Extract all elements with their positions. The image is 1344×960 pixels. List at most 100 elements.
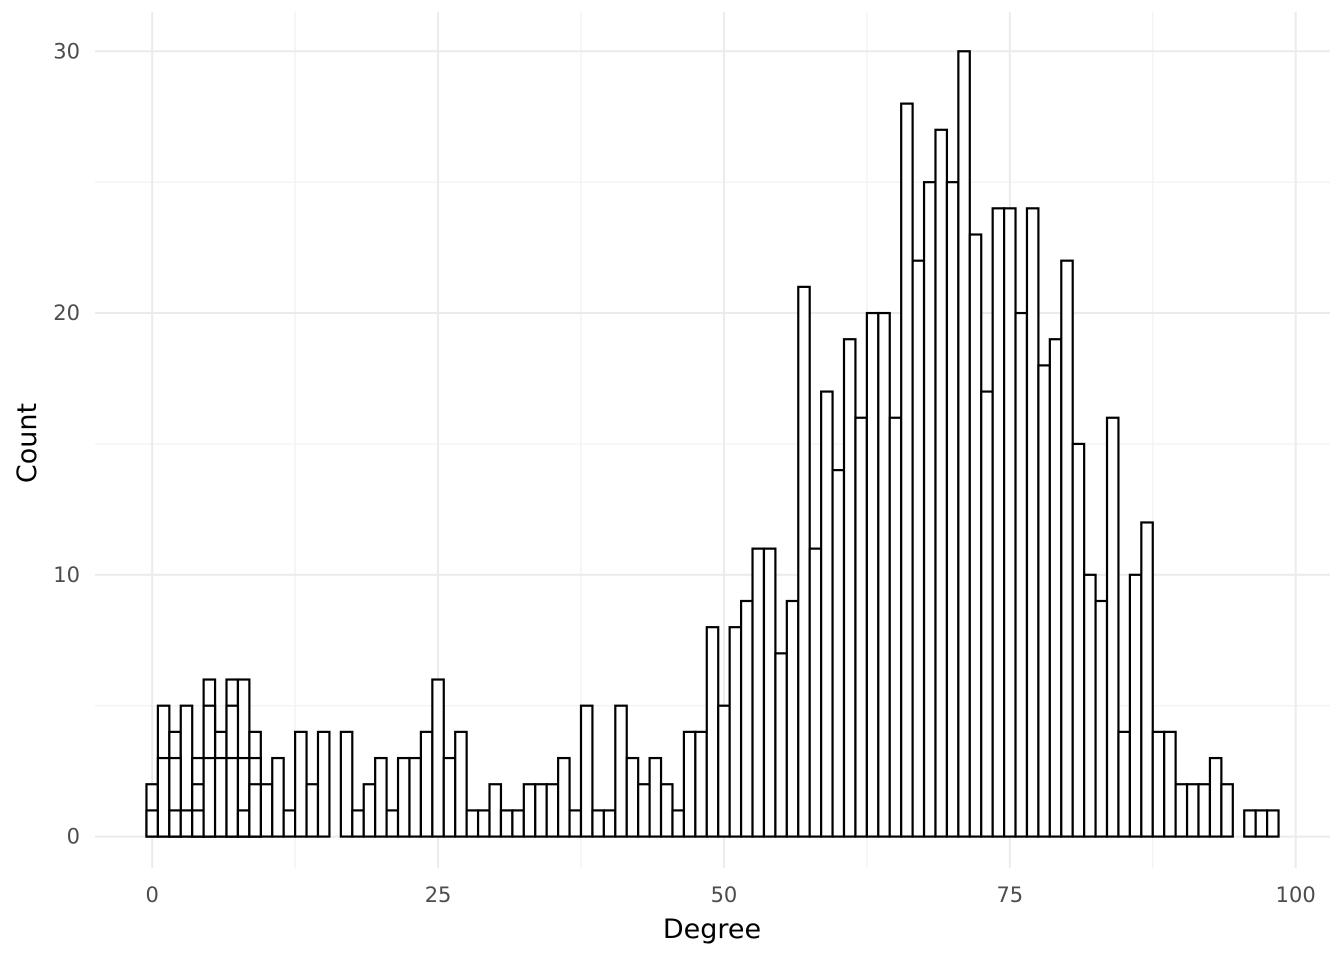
x-axis-title: Degree	[663, 914, 761, 945]
histogram-bar	[774, 652, 788, 838]
histogram-bar	[579, 704, 594, 838]
x-tick-label: 75	[996, 883, 1023, 907]
histogram-bar	[476, 809, 491, 838]
histogram-layer-2	[145, 704, 262, 838]
histogram-bar	[705, 626, 720, 838]
histogram-bar	[682, 730, 697, 838]
histogram-bar	[1185, 783, 1200, 838]
histogram-bar	[1025, 207, 1040, 838]
histogram-bar	[156, 756, 171, 838]
histogram-bar	[1105, 416, 1120, 838]
histogram-bar	[1174, 783, 1189, 838]
histogram-bar	[728, 626, 743, 838]
histogram-bar	[1243, 809, 1257, 838]
histogram-bar	[820, 390, 834, 838]
histogram-bar	[1208, 756, 1223, 838]
y-tick-label: 30	[53, 39, 80, 63]
histogram-bar	[980, 390, 994, 838]
histogram-bar	[1151, 730, 1166, 838]
histogram-bar	[968, 233, 983, 838]
x-tick-label: 0	[145, 883, 158, 907]
histogram-bar	[854, 416, 868, 838]
histogram-bar	[900, 102, 914, 838]
histogram-bar	[1254, 809, 1269, 838]
histogram-bar	[785, 599, 800, 838]
histogram-bar	[1037, 364, 1051, 838]
histogram-bar	[625, 756, 640, 838]
histogram-bar	[694, 730, 708, 838]
y-axis-tick-labels: 0 10 20 30	[53, 39, 80, 848]
histogram-bar	[316, 730, 331, 838]
histogram-bar	[545, 783, 560, 838]
histogram-bar	[225, 756, 240, 838]
histogram-bar	[739, 599, 754, 838]
histogram-bar	[339, 730, 354, 838]
x-tick-label: 25	[425, 883, 452, 907]
histogram-bar	[511, 809, 525, 838]
histogram-bar	[454, 730, 468, 838]
histogram-bar	[522, 783, 537, 838]
histogram-bar	[534, 783, 548, 838]
histogram-bar	[888, 416, 903, 838]
histogram-bar	[1266, 809, 1280, 838]
histogram-bar	[374, 756, 388, 838]
y-tick-label: 20	[53, 301, 80, 325]
histogram-bar	[991, 207, 1006, 838]
histogram-bar	[396, 756, 411, 838]
histogram-bar	[957, 50, 971, 838]
histogram-bar	[1060, 259, 1074, 838]
histogram-bar	[1220, 783, 1234, 838]
histogram-bar	[637, 783, 651, 838]
histogram-bar	[271, 756, 285, 838]
y-tick-label: 0	[67, 825, 80, 849]
histogram-bar	[179, 809, 194, 838]
histogram-bar	[717, 704, 731, 838]
histogram-bar	[614, 704, 628, 838]
histogram-bar	[808, 547, 823, 838]
histogram-bar	[1117, 730, 1131, 838]
histogram-bar	[648, 756, 663, 838]
histogram-bar	[305, 783, 320, 838]
histogram-bar	[236, 809, 251, 838]
histogram-bar	[362, 783, 377, 838]
x-tick-label: 50	[711, 883, 738, 907]
histogram-bar	[1163, 730, 1177, 838]
histogram-bar	[945, 181, 960, 838]
histogram-bar	[213, 756, 228, 838]
histogram-bar	[671, 809, 686, 838]
histogram-bar	[1014, 311, 1029, 838]
y-axis-title: Count	[12, 403, 43, 483]
histogram-bar	[465, 809, 480, 838]
histogram-bar	[751, 547, 766, 838]
histogram-bar	[191, 809, 205, 838]
histogram-bar	[202, 756, 217, 838]
histogram-bar	[659, 783, 674, 838]
y-tick-label: 10	[53, 563, 80, 587]
histogram-bar	[762, 547, 777, 838]
histogram-bar	[865, 311, 880, 838]
histogram-bar	[1140, 521, 1154, 838]
histogram-bar	[1094, 599, 1109, 838]
histogram-bar	[1083, 573, 1097, 838]
histogram-bar	[145, 809, 159, 838]
histogram-bar	[797, 285, 811, 838]
histogram-bar	[385, 809, 400, 838]
histogram-bar	[351, 809, 365, 838]
histogram-bar	[1002, 207, 1017, 838]
histogram-bar	[591, 809, 605, 838]
histogram-bar	[1071, 442, 1086, 838]
histogram-bar	[877, 311, 891, 838]
histogram-bar	[1197, 783, 1212, 838]
histogram-bar	[294, 730, 308, 838]
histogram-bar	[911, 259, 926, 838]
histogram-bar	[557, 756, 571, 838]
histogram-bar	[499, 809, 514, 838]
histogram-bar	[168, 809, 182, 838]
histogram-bar	[408, 756, 423, 838]
histogram-bar	[831, 469, 846, 838]
histogram-bar	[248, 783, 262, 838]
histogram-bar	[419, 730, 434, 838]
histogram-bar	[1048, 338, 1063, 838]
histogram-bar	[259, 783, 274, 838]
